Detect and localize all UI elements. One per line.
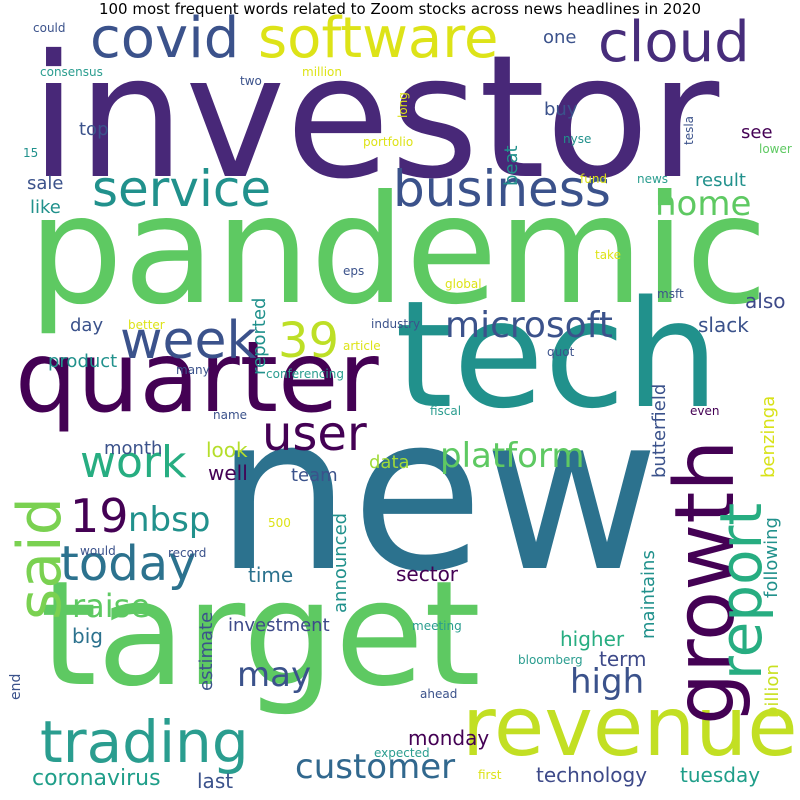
word-portfolio: portfolio xyxy=(363,135,414,150)
word-first: first xyxy=(478,768,502,783)
word-quot: quot xyxy=(547,345,575,360)
word-following: following xyxy=(761,517,782,598)
word-target: target xyxy=(40,549,481,719)
word-week: week xyxy=(120,310,257,371)
word-nyse: nyse xyxy=(563,132,592,147)
word-fund: fund xyxy=(580,172,608,187)
word-customer: customer xyxy=(295,746,456,787)
word-new: new xyxy=(215,367,660,619)
word-19: 19 xyxy=(70,488,129,543)
word-eps: eps xyxy=(343,264,365,279)
word-two: two xyxy=(240,74,262,89)
word-record: record xyxy=(168,546,207,561)
word-reported: reported xyxy=(249,297,270,375)
word-would: would xyxy=(80,544,116,559)
word-covid: covid xyxy=(90,6,240,72)
word-tech: tech xyxy=(395,269,720,442)
word-team: team xyxy=(291,465,338,487)
word-better: better xyxy=(128,318,165,333)
word-also: also xyxy=(745,288,786,313)
word-name: name xyxy=(213,408,248,423)
word-even: even xyxy=(690,404,720,419)
word-long: long xyxy=(396,92,410,118)
word-end: end xyxy=(8,673,24,700)
word-nbsp: nbsp xyxy=(128,499,211,540)
word-result: result xyxy=(695,170,746,192)
word-quarter: quarter xyxy=(15,321,379,436)
word-conferencing: conferencing xyxy=(266,367,344,382)
word-500: 500 xyxy=(268,516,291,531)
word-buy: buy xyxy=(544,99,578,121)
word-industry: industry xyxy=(371,317,421,332)
word-higher: higher xyxy=(560,626,625,651)
word-big: big xyxy=(72,623,103,648)
word-article: article xyxy=(343,339,381,354)
word-day: day xyxy=(70,315,104,337)
word-monday: monday xyxy=(408,725,490,750)
page-title: 100 most frequent words related to Zoom … xyxy=(98,0,702,18)
word-15: 15 xyxy=(23,146,39,161)
word-month: month xyxy=(104,438,163,460)
word-million: million xyxy=(302,65,342,80)
word-home: home xyxy=(655,183,752,224)
word-like: like xyxy=(30,197,61,219)
word-raise: raise xyxy=(72,586,151,625)
word-platform: platform xyxy=(440,435,585,476)
word-technology: technology xyxy=(536,762,648,787)
word-well: well xyxy=(208,460,248,485)
word-time: time xyxy=(248,562,294,587)
word-pandemic: pandemic xyxy=(28,164,768,338)
word-maintains: maintains xyxy=(638,550,659,639)
word-msft: msft xyxy=(657,287,684,302)
word-may: may xyxy=(237,654,312,695)
word-look: look xyxy=(206,437,248,462)
word-butterfield: butterfield xyxy=(649,383,670,478)
word-business: business xyxy=(393,160,611,218)
word-slack: slack xyxy=(698,312,749,337)
word-high: high xyxy=(570,661,645,702)
word-announced: announced xyxy=(330,512,351,613)
word-revenue: revenue xyxy=(462,679,798,775)
word-investment: investment xyxy=(228,615,330,637)
word-benzinga: benzinga xyxy=(758,395,779,478)
word-sector: sector xyxy=(396,561,459,586)
word-term: term xyxy=(599,646,647,671)
word-trading: trading xyxy=(40,707,249,776)
word-consensus: consensus xyxy=(40,65,103,80)
word-billion: billion xyxy=(762,664,783,718)
word-user: user xyxy=(262,406,367,463)
word-cloud: cloud xyxy=(598,10,750,76)
word-sale: sale xyxy=(27,173,64,195)
word-investor: investor xyxy=(30,18,720,217)
word-39: 39 xyxy=(278,313,340,370)
word-work: work xyxy=(80,436,187,488)
word-coronavirus: coronavirus xyxy=(32,766,161,792)
word-data: data xyxy=(369,452,410,474)
word-ahead: ahead xyxy=(420,687,458,702)
word-could: could xyxy=(33,21,66,36)
word-top: top xyxy=(79,119,109,141)
word-meeting: meeting xyxy=(412,619,462,634)
word-news: news xyxy=(637,172,669,187)
word-many: many xyxy=(176,363,210,378)
word-tesla: tesla xyxy=(682,115,696,145)
word-expected: expected xyxy=(374,746,430,761)
word-see: see xyxy=(741,122,773,144)
word-fiscal: fiscal xyxy=(430,404,462,419)
word-take: take xyxy=(595,248,621,263)
word-estimate: estimate xyxy=(196,611,217,691)
word-tuesday: tuesday xyxy=(680,762,761,787)
word-last: last xyxy=(197,768,234,793)
word-global: global xyxy=(445,277,482,292)
word-today: today xyxy=(60,536,197,593)
word-service: service xyxy=(92,160,272,218)
word-one: one xyxy=(543,27,577,49)
word-software: software xyxy=(258,6,499,72)
word-bloomberg: bloomberg xyxy=(518,653,583,668)
word-lower: lower xyxy=(759,142,792,157)
word-microsoft: microsoft xyxy=(445,305,613,347)
word-product: product xyxy=(48,351,118,373)
word-beat: beat xyxy=(501,145,522,186)
